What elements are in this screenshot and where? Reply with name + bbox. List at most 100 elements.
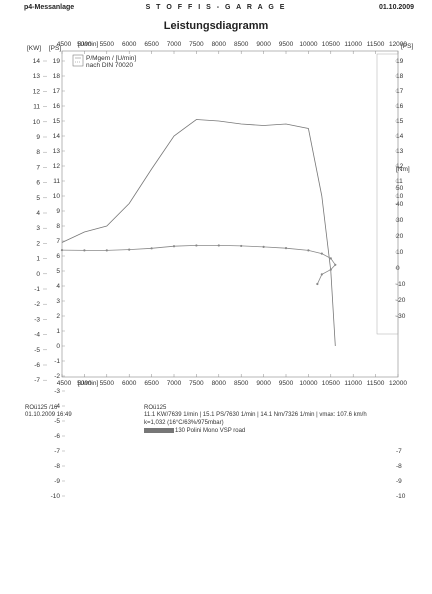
series-point-nm [240,244,243,248]
x-tick-label-top: 5500 [100,41,115,48]
series-point-nm [60,248,64,252]
kw-tick-label: -1 [34,286,40,293]
x-tick-label-top: 7000 [167,41,182,48]
kw-tick-label: 5 [36,195,40,202]
ps-tick-label: -8 [54,463,60,470]
series-line-ps [61,119,336,347]
series-point-nm [128,248,131,251]
x-tick-label-bottom: 11500 [367,380,385,387]
kw-tick-label: 2 [36,240,40,247]
app-name: p4-Messanlage [24,4,75,11]
ps-tick-label: 0 [56,343,60,350]
nm-tick-label: 30 [396,217,404,224]
kw-tick-label: 0 [36,271,40,278]
kw-tick-label: 14 [33,58,41,65]
ps-tick-label: 15 [53,118,61,125]
correction-factor: k=1,032 (16°C/63%/975mbar) [144,420,224,426]
x-tick-label-top: 9000 [256,41,271,48]
redacted-text [144,428,174,433]
right-ps-tick-label: 16 [396,103,404,110]
kw-tick-label: 4 [36,210,40,217]
x-tick-label-top: 10000 [299,41,317,48]
nm-tick-label: 20 [396,233,404,240]
x-tick-label-top: 8000 [212,41,227,48]
series-point-nm [329,268,332,271]
series-point-nm [307,249,310,252]
x-tick-label-bottom: 8000 [212,380,227,387]
x-tick-label-bottom: 10500 [322,380,340,387]
x-tick-label-top: 6500 [144,41,159,48]
nm-tick-label: -10 [396,281,406,288]
peak-values: 11.1 KW/7639 1/min | 15.1 PS/7630 1/min … [144,412,367,418]
series-point-nm [334,263,337,266]
x-tick-label-top: 12000 [389,41,407,48]
chart-title: Leistungsdiagramm [163,20,269,32]
legend-swatch [72,54,84,67]
x-tick-label-bottom: 6000 [122,380,137,387]
ps-tick-label: 18 [53,73,61,80]
kw-tick-label: 3 [36,225,40,232]
right-ps-tick-label: 11 [396,178,403,185]
ps-tick-label: -1 [54,358,60,365]
kw-tick-label: 8 [36,149,40,156]
nm-tick-label: 50 [396,185,404,192]
ps-tick-label: 17 [53,88,61,95]
series-point-nm [316,282,319,286]
ps-tick-label: 11 [53,178,60,185]
kw-tick-label: -7 [34,377,40,384]
ps-tick-label: 8 [56,223,60,230]
right-lower-tick-label: -7 [396,448,402,455]
series-point-nm [195,244,198,247]
ps-tick-label: 12 [53,163,61,170]
series-point-nm [284,247,288,250]
nm-tick-label: -30 [396,313,406,320]
x-tick-label-bottom: 9500 [279,380,294,387]
nm-axis-label: [Nm] [396,166,410,173]
x-tick-label-bottom: 10000 [299,380,317,387]
kw-tick-label: -2 [34,301,40,308]
right-ps-tick-label: 18 [396,73,404,80]
run-id: ROü125 /16 [25,405,58,411]
x-tick-label-top: 10500 [322,41,340,48]
kw-tick-label: 12 [33,88,41,95]
kw-tick-label: 10 [33,119,41,126]
kw-tick-label: 6 [36,180,40,187]
kw-tick-label: -5 [34,347,40,354]
x-tick-label-bottom: 5000 [77,380,92,387]
x-tick-label-bottom: 5500 [100,380,115,387]
ps-tick-label: -5 [54,418,60,425]
ps-tick-label: -2 [54,373,60,380]
ps-axis-label: [PS] [49,45,61,52]
right-ps-tick-label: 17 [396,88,404,95]
right-lower-tick-label: -8 [396,463,402,470]
run-datetime: 01.10.2009 16:49 [25,412,72,418]
kw-axis-label: [KW] [27,45,41,52]
series-point-nm [217,244,220,247]
x-tick-label-top: 9500 [279,41,294,48]
kw-tick-label: 11 [33,104,40,111]
ps-tick-label: -10 [51,493,61,500]
ps-tick-label: 2 [56,313,60,320]
vehicle-id: ROü125 [144,405,167,411]
x-tick-label-top: 7500 [189,41,204,48]
x-axis-label-top: [U/min] [78,41,99,48]
ps-tick-label: 19 [53,58,61,65]
x-tick-label-bottom: 11000 [344,380,362,387]
series-point-nm [329,257,332,260]
right-ps-tick-label: 14 [396,133,404,140]
kw-tick-label: -6 [34,362,40,369]
legend-entry: P/Mgem / [U/min] [86,55,136,62]
series-point-nm [320,252,323,255]
ps-tick-label: 7 [56,238,60,245]
ps-tick-label: 9 [56,208,60,215]
right-axis-box [376,53,399,335]
vehicle-model: 130 Polini Mono VSP road [175,428,246,435]
legend-entry: nach DIN 70020 [86,62,133,69]
x-tick-label-top-first: 4500 [57,41,72,48]
kw-tick-label: -4 [34,332,40,339]
x-tick-label-bottom-first: 4500 [57,380,72,387]
x-tick-label-top: 6000 [122,41,137,48]
right-ps-tick-label: 15 [396,118,404,125]
x-tick-label-top: 8500 [234,41,249,48]
